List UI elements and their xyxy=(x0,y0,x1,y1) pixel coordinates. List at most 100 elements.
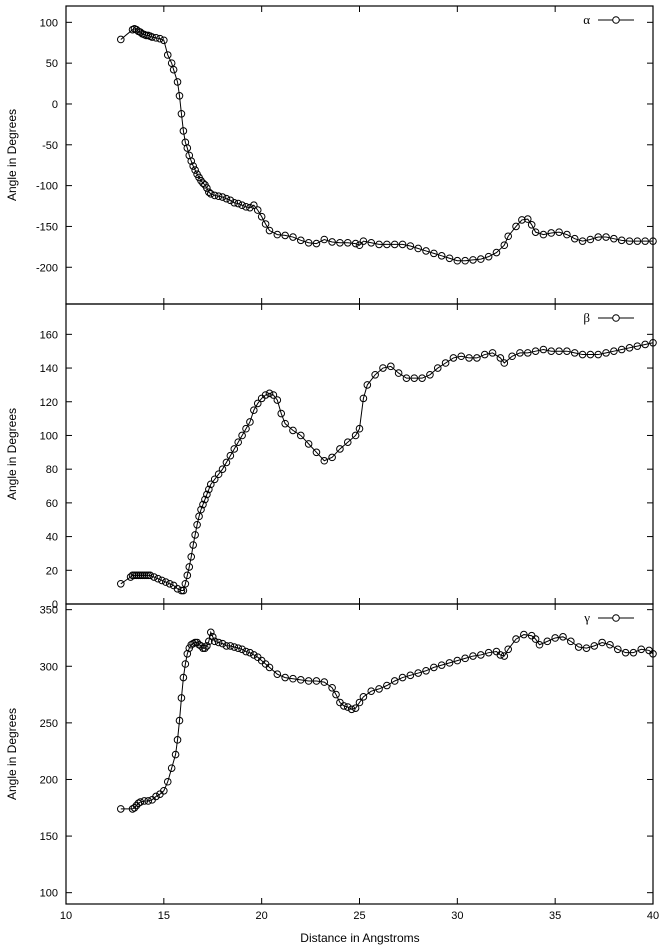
data-point-alpha xyxy=(289,233,297,241)
data-point-gamma xyxy=(367,687,376,695)
data-point-beta xyxy=(500,359,509,367)
data-point-beta xyxy=(465,354,473,362)
data-point-alpha xyxy=(383,240,391,249)
data-point-alpha xyxy=(359,237,368,245)
data-point-alpha xyxy=(281,231,289,240)
data-point-beta xyxy=(116,579,125,588)
data-point-beta xyxy=(523,349,532,357)
data-point-beta xyxy=(203,490,211,499)
data-point-alpha xyxy=(461,256,469,265)
y-tick-label-gamma: 250 xyxy=(40,718,58,730)
data-point-beta xyxy=(387,362,395,371)
data-point-alpha xyxy=(197,176,205,185)
data-point-alpha xyxy=(328,238,336,246)
data-point-gamma xyxy=(606,640,614,649)
data-point-gamma xyxy=(297,676,305,684)
y-tick-label-beta: 100 xyxy=(40,430,58,442)
data-point-beta xyxy=(246,418,254,426)
data-point-beta xyxy=(179,586,188,595)
data-point-gamma xyxy=(163,777,172,786)
data-point-beta xyxy=(351,431,360,440)
data-point-alpha xyxy=(189,162,197,170)
data-point-gamma xyxy=(328,683,336,692)
data-point-gamma xyxy=(116,805,125,813)
data-point-gamma xyxy=(191,638,199,647)
data-point-alpha xyxy=(187,157,196,165)
legend-marker-gamma xyxy=(612,614,620,622)
y-tick-label-beta: 80 xyxy=(46,464,58,476)
data-point-alpha xyxy=(222,194,231,203)
data-point-beta xyxy=(449,354,458,362)
data-point-alpha xyxy=(518,216,526,224)
data-point-gamma xyxy=(214,638,223,647)
y-tick-label-beta: 120 xyxy=(40,397,58,409)
data-point-gamma xyxy=(222,642,231,650)
y-tick-label-gamma: 150 xyxy=(40,831,58,843)
data-point-alpha xyxy=(641,237,649,245)
x-tick-label: 20 xyxy=(256,910,268,922)
y-tick-label-gamma: 200 xyxy=(40,774,58,786)
data-point-beta xyxy=(649,338,657,347)
data-point-alpha xyxy=(173,78,182,86)
data-point-gamma xyxy=(477,651,485,659)
data-point-gamma xyxy=(649,650,657,658)
data-point-alpha xyxy=(351,239,360,248)
data-point-gamma xyxy=(234,644,242,652)
data-point-gamma xyxy=(281,673,289,682)
data-point-gamma xyxy=(535,640,544,649)
y-tick-label-beta: 20 xyxy=(46,565,58,577)
data-point-alpha xyxy=(199,179,207,187)
data-point-beta xyxy=(410,374,419,382)
data-point-gamma xyxy=(496,651,505,659)
data-point-beta xyxy=(371,370,379,379)
data-point-gamma xyxy=(445,659,454,667)
data-point-gamma xyxy=(177,694,186,702)
data-point-alpha xyxy=(563,230,571,239)
data-point-beta xyxy=(473,354,481,362)
data-point-beta xyxy=(328,453,336,462)
y-tick-label-alpha: 50 xyxy=(46,58,58,70)
data-point-gamma xyxy=(250,651,258,659)
data-point-gamma xyxy=(453,656,462,665)
data-point-gamma xyxy=(355,698,364,707)
data-point-alpha xyxy=(116,35,125,44)
series-line-gamma xyxy=(120,630,654,810)
data-point-alpha xyxy=(375,240,383,249)
data-point-gamma xyxy=(590,642,599,650)
data-point-beta xyxy=(602,349,610,357)
data-point-alpha xyxy=(547,229,556,237)
data-point-alpha xyxy=(261,220,270,228)
data-point-beta xyxy=(480,350,489,359)
x-tick-label: 25 xyxy=(353,910,365,922)
data-point-alpha xyxy=(355,241,364,250)
y-tick-label-beta: 60 xyxy=(46,498,58,510)
data-point-beta xyxy=(641,340,649,349)
data-point-gamma xyxy=(246,648,254,657)
data-point-beta xyxy=(363,381,372,389)
data-point-beta xyxy=(230,445,239,453)
data-point-beta xyxy=(617,345,626,354)
data-point-alpha xyxy=(273,230,282,239)
data-point-gamma xyxy=(201,644,209,652)
data-point-alpha xyxy=(148,33,156,41)
data-point-alpha xyxy=(453,256,462,265)
data-point-alpha xyxy=(210,191,219,200)
data-point-alpha xyxy=(422,247,430,255)
data-point-gamma xyxy=(210,637,219,646)
data-point-gamma xyxy=(484,648,493,657)
data-point-alpha xyxy=(484,252,493,261)
data-point-gamma xyxy=(167,764,176,772)
x-tick-label: 10 xyxy=(60,910,72,922)
data-point-alpha xyxy=(163,51,172,59)
data-point-gamma xyxy=(531,635,540,643)
data-point-alpha xyxy=(527,221,536,229)
data-point-alpha xyxy=(390,240,399,249)
x-axis-label: Distance in Angstroms xyxy=(300,931,419,945)
data-point-gamma xyxy=(160,786,168,795)
data-point-alpha xyxy=(297,236,305,245)
data-point-alpha xyxy=(445,254,454,263)
data-point-beta xyxy=(195,512,203,521)
data-point-alpha xyxy=(586,235,595,244)
data-point-alpha xyxy=(578,237,587,245)
